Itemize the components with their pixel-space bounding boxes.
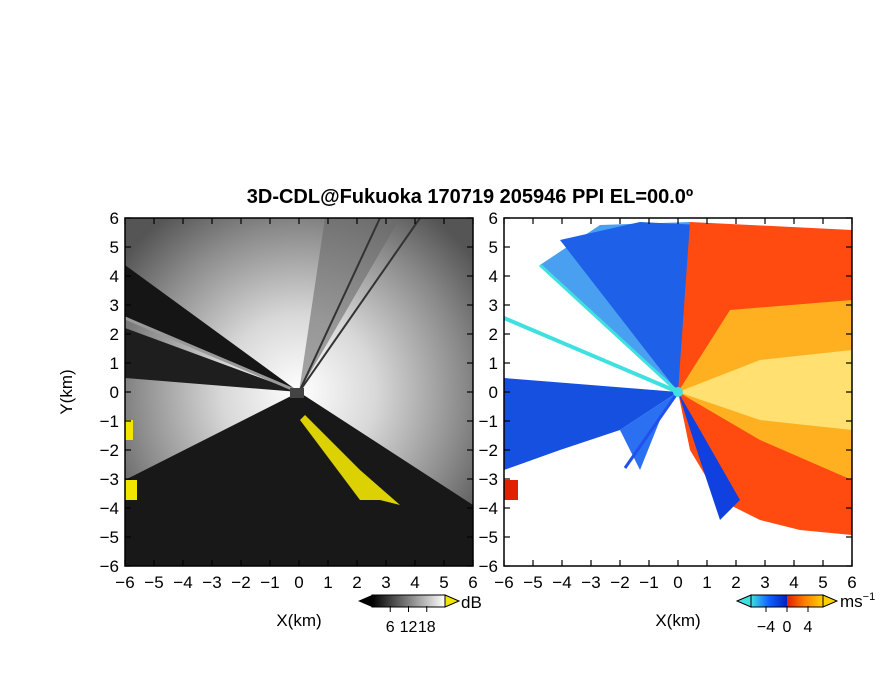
y-tick-label: 2: [489, 325, 498, 344]
y-tick-label: 0: [489, 383, 498, 402]
y-tick-label: −3: [100, 470, 119, 489]
y-tick-label: −5: [100, 528, 119, 547]
colorbar-tick-label: −4: [757, 619, 775, 636]
left-colorbar: dB 6 12 18: [358, 593, 482, 636]
left-y-axis-label: Y(km): [57, 369, 76, 414]
y-tick-label: 4: [110, 267, 119, 286]
x-tick-label: 3: [760, 573, 769, 592]
y-tick-label: −4: [100, 499, 119, 518]
y-tick-label: 2: [110, 325, 119, 344]
left-colorbar-unit: dB: [461, 593, 482, 612]
right-colorbar-unit: ms: [840, 592, 863, 611]
x-tick-label: −4: [173, 573, 192, 592]
y-tick-label: −1: [100, 412, 119, 431]
x-tick-label: 1: [323, 573, 332, 592]
right-panel-image: [504, 218, 852, 566]
left-panel-image: [125, 218, 473, 566]
x-tick-label: −4: [552, 573, 571, 592]
x-tick-label: 3: [381, 573, 390, 592]
left-colorbar-ticks: 6 12 18: [386, 606, 436, 636]
y-tick-label: 6: [489, 209, 498, 228]
y-tick-label: −1: [479, 412, 498, 431]
y-tick-label: −5: [479, 528, 498, 547]
y-tick-label: −6: [100, 557, 119, 576]
right-x-axis-label: X(km): [655, 611, 700, 630]
left-panel: −6 −5 −4 −3 −2 −1 0 1 2 3 4 5 6 6543210−1−2−3−4−5−6 …: [57, 209, 482, 636]
x-tick-label: −5: [523, 573, 542, 592]
left-y-axis: 6 5 4 3 2 1 0 −1 −2 −3 −4 −5 −6: [100, 209, 473, 576]
x-tick-label: 0: [673, 573, 682, 592]
y-tick-label: 1: [110, 354, 119, 373]
x-tick-label: 1: [702, 573, 711, 592]
x-tick-label: 2: [352, 573, 361, 592]
colorbar-tick-label: 18: [418, 619, 436, 636]
y-tick-label: 1: [489, 354, 498, 373]
x-tick-label: 6: [468, 573, 477, 592]
right-colorbar-ticks: −4 0 4: [757, 606, 813, 636]
x-tick-label: −1: [260, 573, 279, 592]
y-tick-label: −4: [479, 499, 498, 518]
x-tick-label: −3: [581, 573, 600, 592]
y-tick-label: −2: [479, 441, 498, 460]
x-tick-label: 0: [294, 573, 303, 592]
right-colorbar-unit-exponent: −1: [863, 591, 876, 603]
y-tick-label: −6: [479, 557, 498, 576]
left-x-axis-label: X(km): [276, 611, 321, 630]
right-x-axis: −6 −5 −4 −3 −2 −1 0 1 2 3 4 5 6: [494, 218, 857, 592]
x-tick-label: −3: [202, 573, 221, 592]
y-tick-label: −3: [479, 470, 498, 489]
right-colorbar-unit-text: ms−1: [840, 591, 875, 611]
x-tick-label: 6: [847, 573, 856, 592]
x-tick-label: −1: [639, 573, 658, 592]
y-tick-label: 3: [489, 296, 498, 315]
colorbar-tick-label: 6: [386, 619, 395, 636]
colorbar-tick-label: 0: [783, 619, 792, 636]
colorbar-tick-label: 4: [804, 619, 813, 636]
x-tick-label: 4: [410, 573, 419, 592]
y-tick-label: 3: [110, 296, 119, 315]
y-tick-label: 5: [110, 238, 119, 257]
x-tick-label: −6: [494, 573, 513, 592]
y-tick-label: 0: [110, 383, 119, 402]
x-tick-label: −5: [144, 573, 163, 592]
x-tick-label: −6: [115, 573, 134, 592]
left-x-axis: −6 −5 −4 −3 −2 −1 0 1 2 3 4 5 6: [115, 218, 478, 592]
figure-title: 3D-CDL@Fukuoka 170719 205946 PPI EL=00.0…: [246, 186, 694, 208]
right-colorbar: ms−1 −4 0 4: [735, 591, 875, 636]
x-tick-label: 2: [731, 573, 740, 592]
right-y-axis: 6 5 4 3 2 1 0 −1 −2 −3 −4 −5 −6: [479, 209, 852, 576]
colorbar-tick-label: 12: [400, 619, 418, 636]
x-tick-label: −2: [231, 573, 250, 592]
x-tick-label: 5: [818, 573, 827, 592]
y-tick-label: 6: [110, 209, 119, 228]
y-tick-label: 5: [489, 238, 498, 257]
x-tick-label: 5: [439, 573, 448, 592]
x-tick-label: 4: [789, 573, 798, 592]
right-panel: −6 −5 −4 −3 −2 −1 0 1 2 3 4 5 6 6 5 4 3 2 1 0 −1 −2 −3 −4 −5−6 …: [479, 209, 876, 636]
y-tick-label: −2: [100, 441, 119, 460]
x-tick-label: −2: [610, 573, 629, 592]
y-tick-label: 4: [489, 267, 498, 286]
